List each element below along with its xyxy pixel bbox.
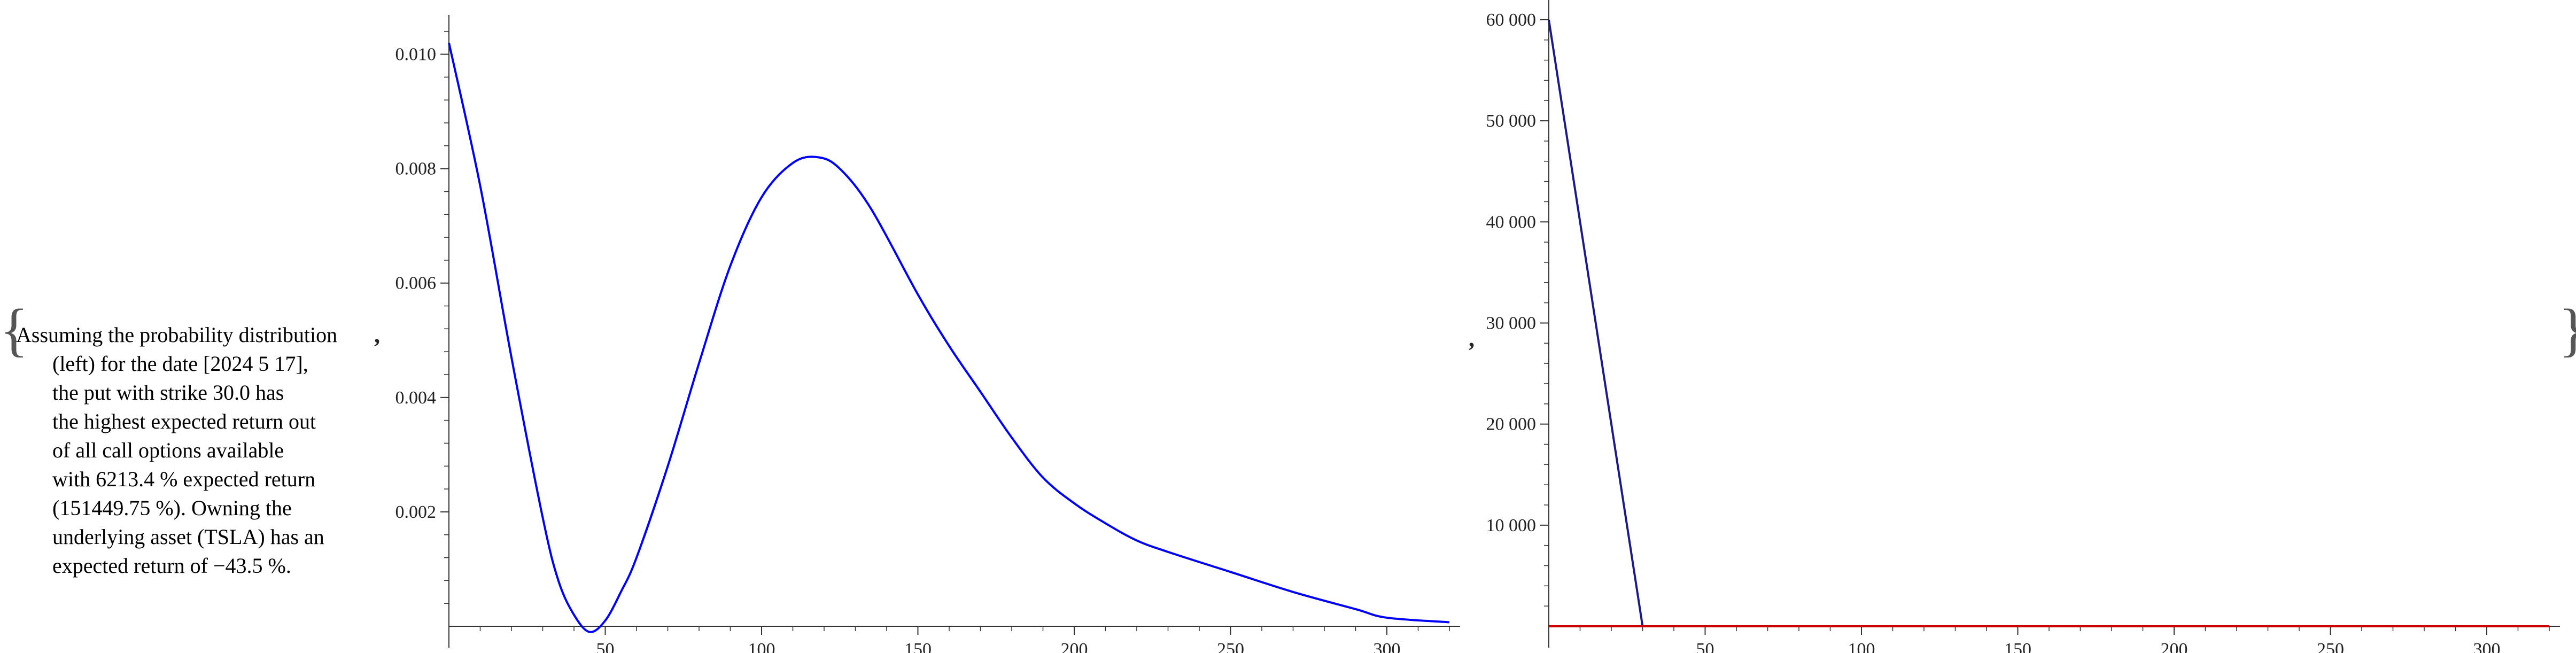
x-tick-label: 50 — [1696, 640, 1714, 653]
x-tick-label: 150 — [904, 640, 932, 653]
note-line: underlying asset (TSLA) has an — [52, 525, 324, 549]
x-tick-label: 100 — [1848, 640, 1875, 653]
x-tick-label: 50 — [596, 640, 615, 653]
note-line: of all call options available — [52, 438, 284, 462]
note-line: the put with strike 30.0 has — [52, 380, 284, 405]
x-tick-label: 300 — [2473, 640, 2501, 653]
y-tick-label: 0.002 — [395, 502, 437, 522]
list-close-brace: } — [2559, 300, 2576, 359]
y-tick-label: 0.010 — [395, 45, 437, 65]
x-tick-label: 250 — [1217, 640, 1244, 653]
x-tick-label: 200 — [2161, 640, 2188, 653]
y-tick-label: 0.006 — [395, 274, 437, 293]
list-separator: , — [1469, 325, 1475, 352]
x-tick-label: 250 — [2317, 640, 2344, 653]
list-separator: , — [374, 322, 380, 348]
note-line: Assuming the probability distribution — [16, 323, 338, 347]
series-line — [1548, 19, 2549, 627]
x-tick-label: 150 — [2004, 640, 2031, 653]
y-tick-label: 50 000 — [1486, 111, 1537, 131]
expected-return-note: Assuming the probability distribution (l… — [16, 321, 379, 580]
y-tick-label: 20 000 — [1486, 415, 1537, 434]
y-tick-label: 60 000 — [1486, 10, 1537, 30]
note-line: (left) for the date [2024 5 17], — [52, 352, 308, 376]
series-line — [448, 42, 1450, 633]
list-open-brace: { — [0, 297, 28, 362]
x-tick-label: 200 — [1061, 640, 1088, 653]
y-tick-label: 10 000 — [1486, 516, 1537, 535]
note-line: expected return of −43.5 %. — [52, 554, 291, 578]
note-line: the highest expected return out — [52, 409, 316, 433]
x-tick-label: 100 — [748, 640, 775, 653]
y-tick-label: 0.008 — [395, 159, 437, 179]
note-line: (151449.75 %). Owning the — [52, 496, 292, 520]
x-tick-label: 300 — [1374, 640, 1401, 653]
y-tick-label: 30 000 — [1486, 313, 1537, 333]
y-tick-label: 40 000 — [1486, 212, 1537, 232]
y-tick-label: 0.004 — [395, 388, 437, 408]
note-line: with 6213.4 % expected return — [52, 467, 316, 491]
